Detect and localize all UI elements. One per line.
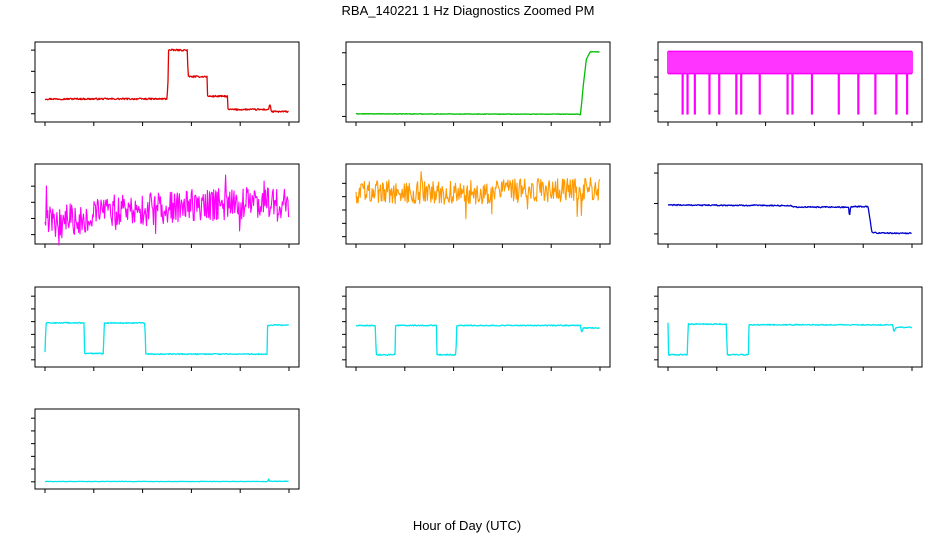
plot-frame: [34, 286, 300, 368]
series-line: [44, 174, 290, 246]
panel-line4: [31, 408, 300, 493]
series-line: [355, 324, 600, 356]
plot-frame: [34, 163, 300, 245]
figure-xlabel: Hour of Day (UTC): [413, 518, 521, 533]
plot-frame: [34, 41, 300, 123]
plot-frame: [345, 286, 611, 368]
plot-frame: [34, 408, 300, 490]
panel-temp: [654, 41, 923, 126]
series-line: [667, 203, 912, 235]
plot-frame: [657, 163, 923, 245]
series-line: [355, 50, 600, 116]
panel-line2: [342, 286, 611, 371]
panel-line3: [654, 286, 923, 371]
series-line: [44, 321, 290, 356]
panel-grid: [31, 41, 923, 493]
plot-frame: [345, 41, 611, 123]
series-line: [44, 48, 289, 113]
panel-pressure: [342, 41, 611, 126]
panel-rh: [342, 163, 611, 248]
plot-frame: [657, 41, 923, 123]
plot-frame: [345, 163, 611, 245]
panel-line1: [31, 286, 300, 371]
series-line: [667, 322, 913, 356]
figure-title: RBA_140221 1 Hz Diagnostics Zoomed PM: [342, 3, 595, 18]
series-line: [44, 478, 289, 483]
series-line: [355, 171, 601, 220]
panel-boxtemp: [31, 163, 300, 248]
series-line: [667, 51, 913, 74]
panel-co2: [31, 41, 300, 126]
panel-sampleflow: [654, 163, 923, 248]
plot-frame: [657, 286, 923, 368]
series-band-edges: [668, 50, 912, 75]
